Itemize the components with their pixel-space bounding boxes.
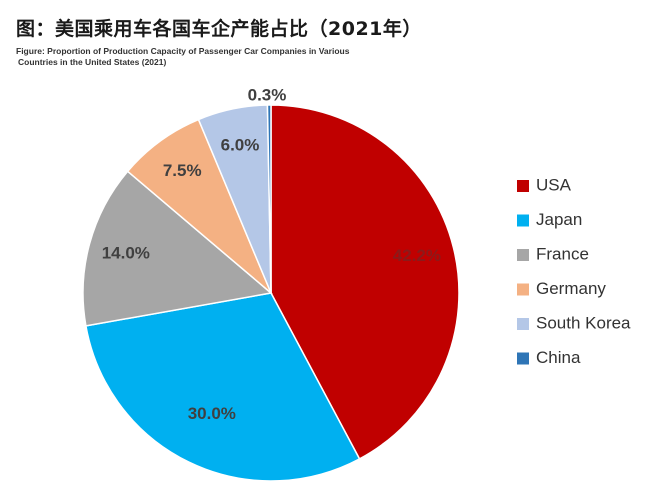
data-label-france: 14.0% (102, 243, 150, 262)
legend-swatch-south-korea (517, 318, 529, 330)
slice-labels: 42.2% 30.0% 14.0% 7.5% 6.0% 0.3% (102, 85, 441, 423)
legend-swatch-china (517, 352, 529, 365)
data-label-china: 0.3% (248, 85, 287, 104)
legend-swatch-germany (517, 283, 529, 296)
legend-label-china: China (536, 348, 581, 367)
subtitle-line-2: Countries in the United States (2021) (18, 57, 167, 67)
legend-swatch-usa (517, 180, 529, 192)
page-title: 图：美国乘用车各国车企产能占比（2021年） (16, 18, 422, 40)
legend-label-usa: USA (536, 175, 572, 194)
chart-subtitle: Figure: Proportion of Production Capacit… (16, 46, 416, 68)
legend-label-japan: Japan (536, 210, 582, 229)
data-label-germany: 7.5% (163, 161, 202, 180)
pie-slices (82, 104, 460, 482)
legend-label-france: France (536, 244, 589, 263)
pie-slice-china (266, 104, 272, 294)
pie-slice-usa (270, 104, 460, 460)
legend-label-germany: Germany (536, 279, 606, 298)
legend-swatch-japan (517, 214, 529, 227)
pie-slice-japan (85, 292, 361, 482)
data-label-south-korea: 6.0% (221, 135, 260, 154)
pie-slice-france (82, 170, 273, 327)
chart-legend: USA Japan France Germany South Korea China (517, 175, 631, 367)
legend-label-south-korea: South Korea (536, 313, 631, 332)
subtitle-line-1: Figure: Proportion of Production Capacit… (16, 46, 350, 56)
data-label-usa: 42.2% (393, 246, 441, 265)
legend-swatch-france (517, 249, 529, 261)
data-label-japan: 30.0% (188, 404, 236, 423)
